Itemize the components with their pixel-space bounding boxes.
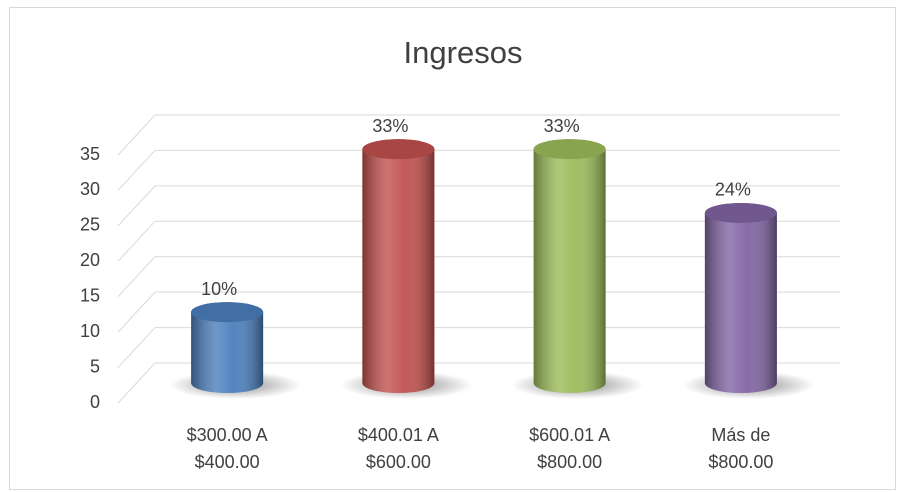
y-tick-label: 35 [80, 144, 100, 164]
y-tick-label: 30 [80, 179, 100, 199]
y-tick-label: 15 [80, 285, 100, 305]
grid-line-side [117, 362, 156, 404]
x-tick-label: $600.01 A $800.00 [529, 425, 611, 472]
grid-line-side [117, 256, 156, 298]
bar-top [533, 139, 606, 160]
bar-top [191, 302, 264, 323]
grid-line-side [117, 291, 156, 333]
y-tick-label: 20 [80, 250, 100, 270]
grid-line-side [117, 185, 156, 227]
bar-top-shade [362, 139, 435, 160]
x-tick-label: $300.00 A $400.00 [186, 425, 268, 472]
bar-shade [362, 139, 435, 393]
x-tick-label: Más de $800.00 [708, 425, 774, 472]
chart-title: Ingresos [404, 35, 523, 70]
data-label: 33% [544, 116, 580, 136]
bar-top-shade [191, 302, 264, 323]
y-tick-label: 10 [80, 321, 100, 341]
data-label: 10% [201, 279, 237, 299]
bar-shade [191, 302, 264, 393]
grid-line-side [117, 150, 156, 191]
bar-top [704, 202, 777, 223]
bar-shade [533, 139, 606, 393]
bar-top [362, 139, 435, 160]
bar-top-shade [704, 202, 777, 223]
data-label: 24% [715, 180, 751, 200]
y-tick-label: 5 [90, 356, 100, 376]
grid-line-side [117, 327, 156, 368]
x-tick-label: $400.01 A $600.00 [357, 425, 439, 472]
data-label: 33% [372, 116, 408, 136]
bar-top-shade [533, 139, 606, 160]
grid-line-side [117, 220, 156, 262]
y-tick-label: 0 [90, 392, 100, 412]
grid-line-side [117, 114, 156, 156]
bar-shade [704, 202, 777, 393]
y-tick-label: 25 [80, 215, 100, 235]
